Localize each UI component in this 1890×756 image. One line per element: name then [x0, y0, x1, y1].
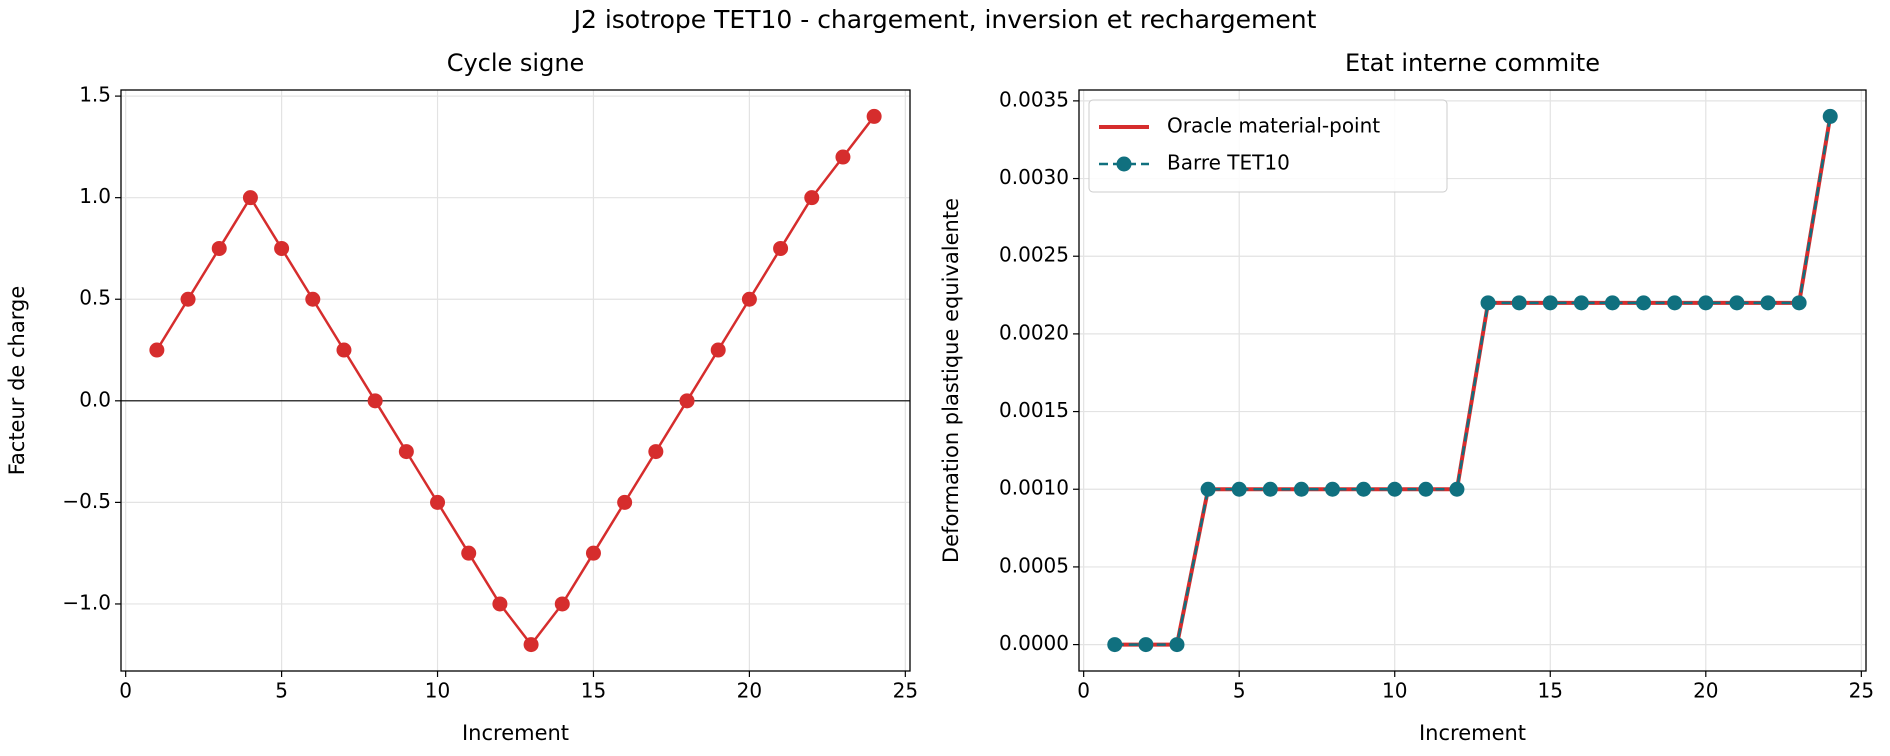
axes-title: Cycle signe — [447, 49, 585, 77]
marker — [149, 342, 165, 358]
marker — [336, 342, 352, 358]
x-tick-label: 0 — [119, 679, 132, 703]
y-tick-label: 0.0000 — [999, 631, 1069, 655]
marker — [585, 545, 601, 561]
marker — [1636, 295, 1652, 311]
x-tick-label: 15 — [581, 679, 606, 703]
y-tick-label: −0.5 — [62, 489, 111, 513]
marker — [242, 190, 258, 206]
marker — [398, 444, 414, 460]
x-axis-label: Increment — [1419, 721, 1526, 745]
series-line — [1114, 116, 1833, 647]
marker — [367, 393, 383, 409]
marker — [648, 444, 664, 460]
legend-frame — [1088, 99, 1448, 193]
marker — [1698, 295, 1714, 311]
marker — [1387, 481, 1403, 497]
y-tick-label: 0.0010 — [999, 476, 1069, 500]
marker — [1262, 481, 1278, 497]
marker — [1604, 295, 1620, 311]
x-tick-label: 20 — [737, 679, 762, 703]
y-tick-label: 0.0005 — [999, 553, 1069, 577]
axes-frame — [1078, 89, 1867, 672]
marker — [430, 494, 446, 510]
marker — [305, 291, 321, 307]
legend-label: Oracle material-point — [1167, 114, 1380, 138]
marker — [741, 291, 757, 307]
y-tick-label: 0.5 — [79, 286, 111, 310]
marker — [1480, 295, 1496, 311]
marker — [1573, 295, 1589, 311]
legend-label: Barre TET10 — [1167, 151, 1290, 175]
marker — [274, 240, 290, 256]
axes-title: Etat interne commite — [1345, 49, 1600, 77]
x-tick-label: 0 — [1077, 679, 1090, 703]
marker — [211, 240, 227, 256]
marker — [773, 240, 789, 256]
marker — [461, 545, 477, 561]
y-tick-label: 0.0015 — [999, 398, 1069, 422]
y-tick-label: 0.0020 — [999, 320, 1069, 344]
marker — [1200, 481, 1216, 497]
x-tick-label: 10 — [425, 679, 450, 703]
marker — [617, 494, 633, 510]
marker — [1325, 481, 1341, 497]
marker — [1418, 481, 1434, 497]
marker — [1511, 295, 1527, 311]
marker — [1169, 637, 1185, 653]
axes: 0 5 10 15 20 25 0.0000 0.0005 0.0010 0.0015 0.0020… — [939, 49, 1874, 745]
marker — [1822, 108, 1838, 124]
marker — [1231, 481, 1247, 497]
marker — [1138, 637, 1154, 653]
figure-title: J2 isotrope TET10 - chargement, inversio… — [572, 5, 1317, 34]
axes: 0 5 10 15 20 25 −1.0 −0.5 0.0 0.5 1.0 1.5 Cycle sign… — [5, 49, 918, 745]
marker — [554, 596, 570, 612]
y-axis-label: Deformation plastique equivalente — [939, 198, 963, 563]
y-tick-label: 0.0025 — [999, 243, 1069, 267]
marker — [1729, 295, 1745, 311]
marker — [1760, 295, 1776, 311]
legend: Oracle material-point Barre TET10 — [1088, 99, 1448, 193]
marker — [523, 637, 539, 653]
x-tick-label: 5 — [275, 679, 288, 703]
marker — [1542, 295, 1558, 311]
x-tick-label: 15 — [1538, 679, 1563, 703]
x-tick-label: 10 — [1382, 679, 1407, 703]
x-axis-label: Increment — [462, 721, 569, 745]
marker — [1293, 481, 1309, 497]
x-tick-label: 5 — [1233, 679, 1246, 703]
y-tick-label: 0.0035 — [999, 87, 1069, 111]
x-tick-label: 25 — [1849, 679, 1874, 703]
y-axis-label: Facteur de charge — [5, 286, 29, 476]
marker — [180, 291, 196, 307]
legend-marker — [1116, 156, 1132, 172]
marker — [1449, 481, 1465, 497]
y-tick-label: 1.0 — [79, 184, 111, 208]
marker — [710, 342, 726, 358]
axes-frame — [120, 89, 911, 672]
marker — [804, 190, 820, 206]
y-tick-label: 0.0 — [79, 387, 111, 411]
marker — [1667, 295, 1683, 311]
marker — [1791, 295, 1807, 311]
x-tick-label: 25 — [893, 679, 918, 703]
y-tick-label: 1.5 — [79, 83, 111, 107]
marker — [492, 596, 508, 612]
marker — [679, 393, 695, 409]
series-line — [155, 115, 876, 647]
y-tick-label: −1.0 — [62, 590, 111, 614]
y-tick-label: 0.0030 — [999, 165, 1069, 189]
marker — [835, 149, 851, 165]
x-tick-label: 20 — [1693, 679, 1718, 703]
series-line — [1114, 116, 1832, 646]
marker — [1107, 637, 1123, 653]
marker — [866, 108, 882, 124]
marker — [1356, 481, 1372, 497]
